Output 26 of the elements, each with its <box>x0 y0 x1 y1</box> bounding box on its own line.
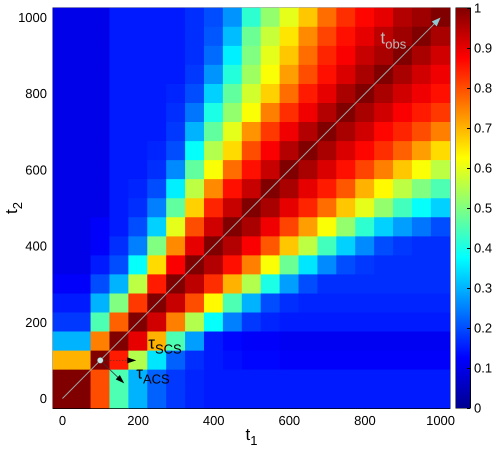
color-bar-label: 0.9 <box>474 40 492 56</box>
color-bar-label: 0.7 <box>474 120 492 136</box>
color-bar-label: 0.4 <box>474 240 492 256</box>
color-bar-label: 0.8 <box>474 80 492 96</box>
x-tick-label: 1000 <box>426 413 456 428</box>
y-tick-label: 800 <box>25 86 47 102</box>
x-tick-label: 0 <box>58 413 66 428</box>
color-bar-label: 0.2 <box>474 320 492 336</box>
x-tick-label: 800 <box>354 413 376 428</box>
y-tick-label: 200 <box>25 314 47 330</box>
color-bar-label: 0.6 <box>474 160 492 176</box>
color-bar-label: 1 <box>474 0 482 16</box>
x-axis-title: t$_{1}$ <box>246 425 258 448</box>
color-bar-label: 0 <box>474 400 482 416</box>
color-bar-label: 0.3 <box>474 280 492 296</box>
color-bar-label: 0.1 <box>474 360 492 376</box>
x-tick-label: 400 <box>202 413 225 428</box>
y-tick-label: 0 <box>40 390 47 406</box>
y-tick-label: 1000 <box>18 10 47 26</box>
y-tick-label: 400 <box>25 238 47 254</box>
y-tick-label: 600 <box>25 162 47 178</box>
x-tick-label: 200 <box>127 413 149 428</box>
color-bar-label: 0.5 <box>474 200 492 216</box>
x-tick-label: 600 <box>278 413 300 428</box>
annotation: τ$_{ACS}$ <box>136 363 170 387</box>
annotation: t$_{obs}$ <box>380 28 407 52</box>
